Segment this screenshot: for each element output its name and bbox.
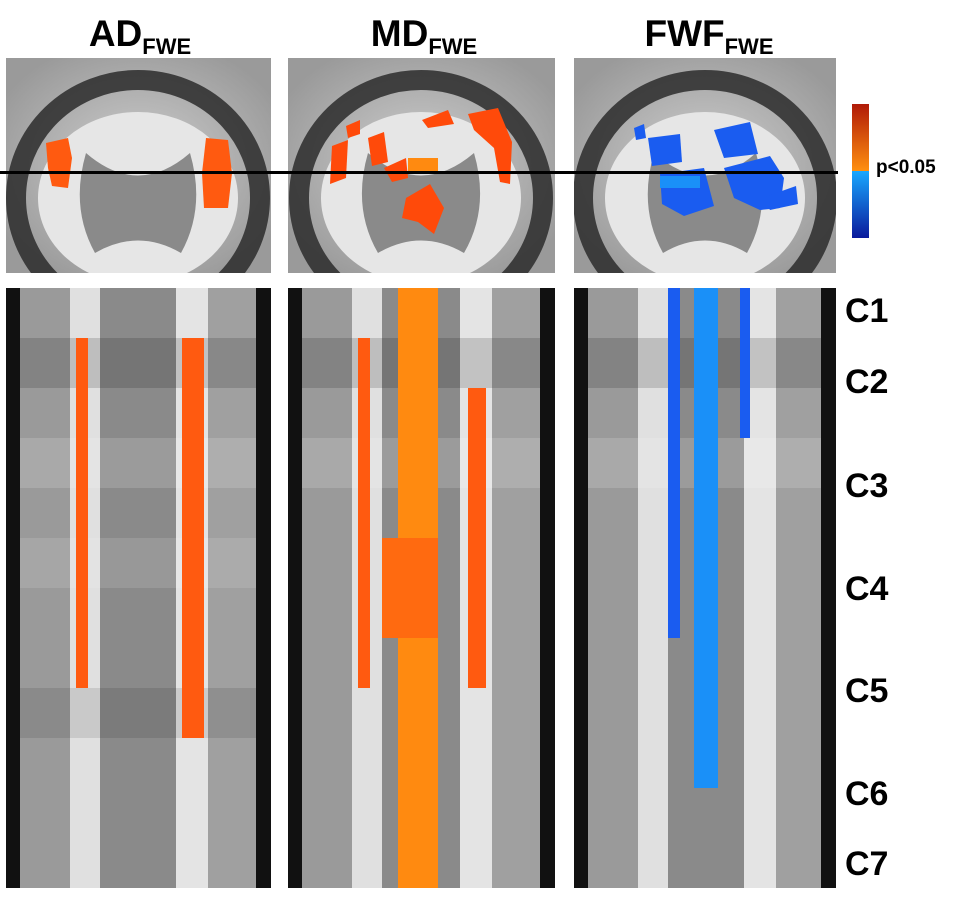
- fwf-cluster-light: [660, 176, 700, 188]
- md-coronal-cluster-wide: [382, 538, 438, 638]
- md-coronal-cluster-right: [468, 388, 486, 688]
- fwf-coronal-cluster-left: [668, 288, 680, 638]
- fwf-coronal-cluster-center: [694, 288, 718, 788]
- level-label-c5: C5: [845, 672, 889, 710]
- colorbar-label: p<0.05: [876, 157, 936, 178]
- axial-slice-fwf: [574, 58, 836, 273]
- level-label-c4: C4: [845, 570, 889, 608]
- panel-title-fwf: FWFFWE: [644, 13, 774, 60]
- panel-title-ad: ADFWE: [88, 13, 192, 60]
- ad-coronal-cluster-left: [76, 338, 88, 688]
- md-coronal-cluster-left: [358, 338, 370, 688]
- axial-slice-ad: [6, 58, 271, 273]
- level-label-c1: C1: [845, 292, 889, 330]
- slice-position-line: [0, 171, 838, 174]
- ad-coronal-cluster-right: [182, 338, 204, 738]
- level-label-c7: C7: [845, 845, 889, 883]
- colorbar: [852, 104, 869, 238]
- level-label-c6: C6: [845, 775, 889, 813]
- fwf-coronal-cluster-right: [740, 288, 750, 438]
- md-clusters: [330, 108, 512, 234]
- axial-slice-md: [288, 58, 555, 273]
- level-label-c2: C2: [845, 363, 889, 401]
- md-cluster-central: [408, 158, 438, 172]
- ad-cluster-left: [46, 138, 72, 188]
- coronal-view-md: [288, 288, 555, 888]
- panel-title-md: MDFWE: [370, 13, 478, 60]
- level-label-c3: C3: [845, 467, 889, 505]
- coronal-view-ad: [6, 288, 271, 888]
- coronal-view-fwf: [574, 288, 836, 888]
